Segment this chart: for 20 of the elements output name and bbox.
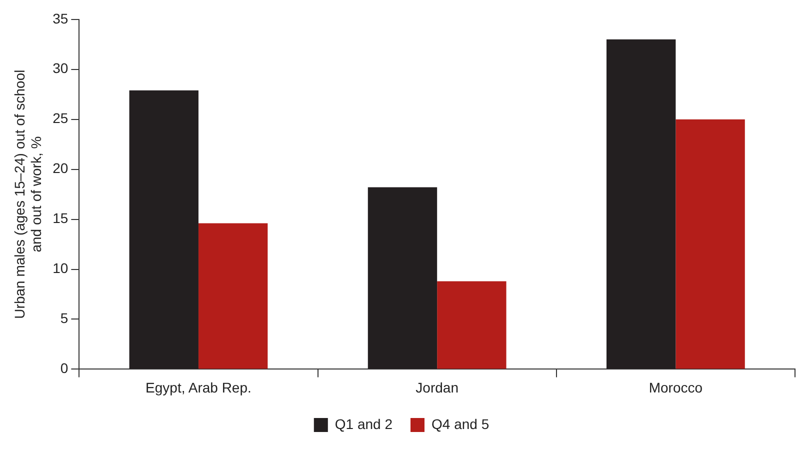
y-tick-label: 15 [52, 210, 68, 226]
bar [198, 223, 268, 369]
bar [129, 90, 198, 369]
x-tick-label: Morocco [648, 379, 703, 396]
y-tick-label: 20 [52, 160, 68, 176]
bar [676, 119, 745, 369]
y-tick-label: 25 [52, 110, 68, 126]
y-tick-label: 30 [52, 60, 68, 76]
y-tick-label: 0 [60, 360, 68, 376]
y-axis-title: Urban males (ages 15–24) out of school and out of work, % [11, 70, 44, 319]
legend-label: Q1 and 2 [334, 416, 393, 432]
bar [437, 281, 506, 369]
y-tick-label: 35 [52, 10, 68, 26]
bar [368, 187, 438, 369]
x-tick-label: Egypt, Arab Rep. [146, 379, 252, 396]
bar [606, 39, 676, 369]
x-tick-label: Jordan [416, 379, 458, 396]
y-tick-label: 5 [60, 310, 68, 326]
y-tick-label: 10 [52, 260, 68, 276]
legend-label: Q4 and 5 [432, 416, 490, 432]
